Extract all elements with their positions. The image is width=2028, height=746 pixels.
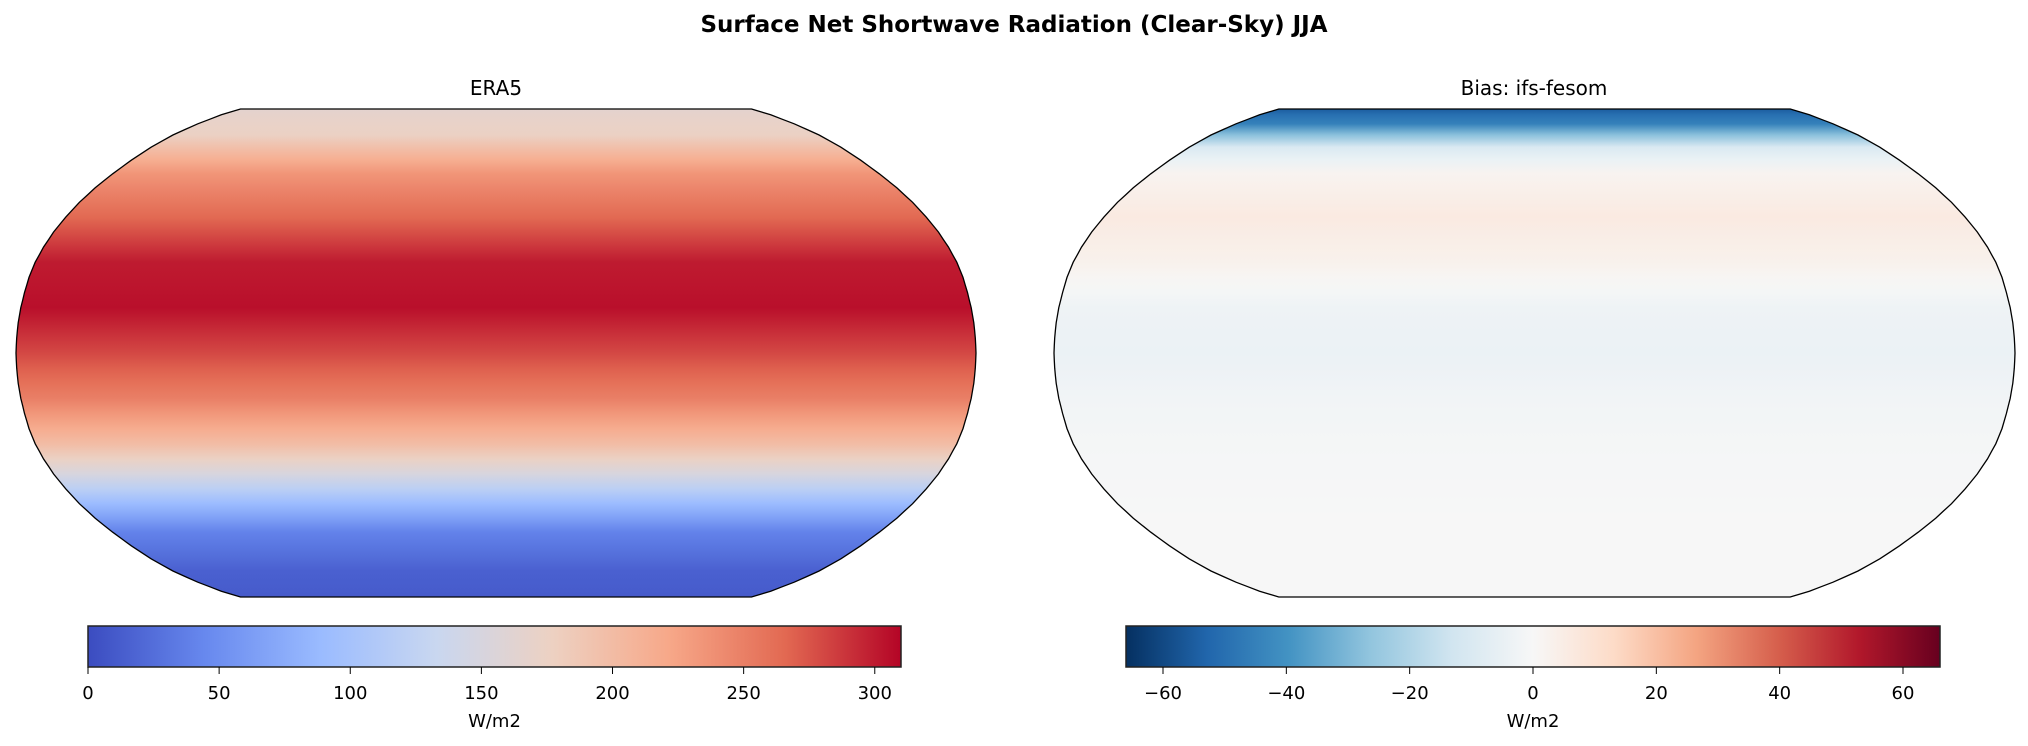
era5-map-field bbox=[15, 108, 977, 598]
colorbar-label: W/m2 bbox=[468, 711, 521, 732]
bias-map-title: Bias: ifs-fesom bbox=[1460, 76, 1608, 100]
colorbar-tick-label: 150 bbox=[464, 683, 498, 704]
colorbar-tick-label: 0 bbox=[82, 683, 93, 704]
colorbar bbox=[1125, 625, 1941, 668]
colorbar-label: W/m2 bbox=[1507, 711, 1560, 732]
colorbar-tick-label: −40 bbox=[1267, 683, 1305, 704]
bias-map-field bbox=[1053, 108, 2016, 598]
colorbar-tick-label: 100 bbox=[333, 683, 367, 704]
era5-map-title: ERA5 bbox=[469, 76, 523, 100]
colorbar-tick-label: −20 bbox=[1391, 683, 1429, 704]
colorbar-tick-label: −60 bbox=[1144, 683, 1182, 704]
colorbar-tick-label: 300 bbox=[858, 683, 892, 704]
colorbar-tick-label: 50 bbox=[208, 683, 231, 704]
figure-title: Surface Net Shortwave Radiation (Clear-S… bbox=[700, 12, 1328, 38]
colorbar-tick-label: 0 bbox=[1527, 683, 1538, 704]
colorbar-tick-label: 200 bbox=[595, 683, 629, 704]
colorbar-tick-label: 20 bbox=[1645, 683, 1668, 704]
colorbar bbox=[87, 625, 902, 668]
colorbar-tick-label: 250 bbox=[726, 683, 760, 704]
colorbar-tick-label: 60 bbox=[1892, 683, 1915, 704]
colorbar-tick-label: 40 bbox=[1768, 683, 1791, 704]
